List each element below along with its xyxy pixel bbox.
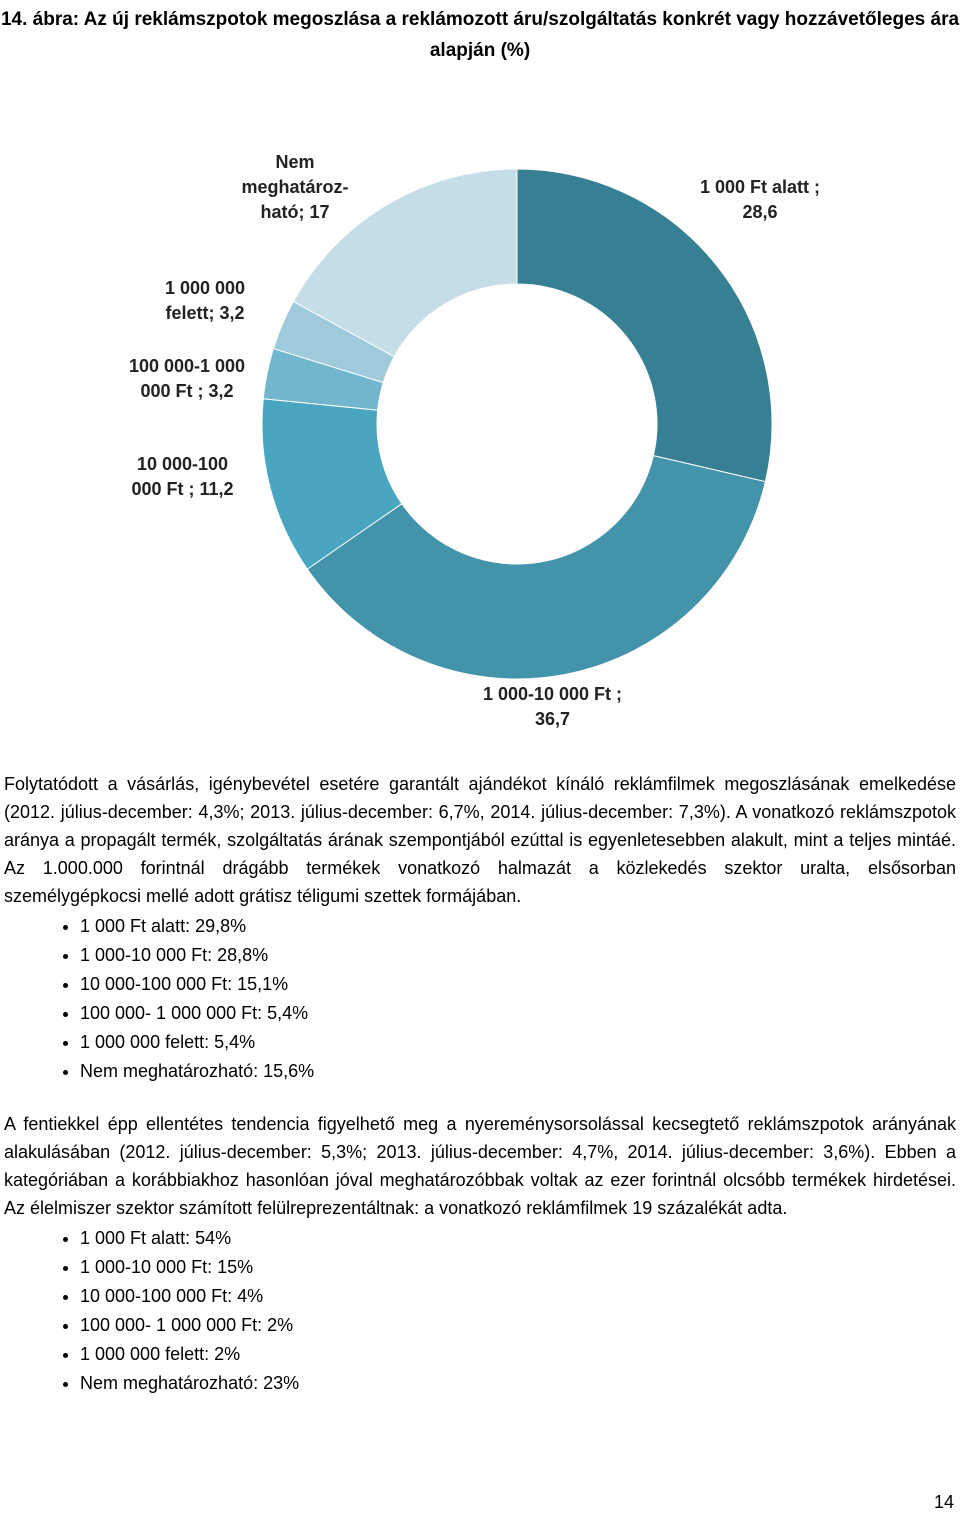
list-item: Nem meghatározható: 23% (80, 1369, 956, 1398)
paragraph: A fentiekkel épp ellentétes tendencia fi… (4, 1114, 956, 1218)
donut-slice (306, 455, 767, 680)
label-value: 3,2 (208, 381, 234, 401)
label-category: 1 000 000 felett; (164, 278, 246, 323)
label-value: 36,7 (534, 709, 571, 729)
figure-title: 14. ábra: Az új reklámszpotok megoszlása… (0, 9, 960, 61)
bullet-list: 1 000 Ft alatt: 54% 1 000-10 000 Ft: 15%… (4, 1224, 956, 1398)
label-value: 28,6 (742, 202, 778, 222)
donut-chart (261, 168, 773, 680)
label-category: 10 000-100 000 Ft ; (131, 454, 229, 499)
data-label: 100 000-1 000 000 Ft ; 3,2 (112, 354, 262, 404)
list-item: 1 000 000 felett: 5,4% (80, 1028, 956, 1057)
list-item: 10 000-100 000 Ft: 4% (80, 1282, 956, 1311)
label-value: 3,2 (219, 303, 245, 323)
data-label: Nem meghatároz-ható; 17 (225, 150, 365, 225)
label-category: Nem meghatároz-ható; (241, 152, 349, 222)
list-item: 1 000 Ft alatt: 29,8% (80, 912, 956, 941)
list-item: 1 000-10 000 Ft: 28,8% (80, 941, 956, 970)
list-item: 1 000 Ft alatt: 54% (80, 1224, 956, 1253)
label-category: 100 000-1 000 000 Ft ; (128, 356, 246, 401)
list-item: 100 000- 1 000 000 Ft: 2% (80, 1311, 956, 1340)
page-number: 14 (933, 1492, 954, 1512)
data-label: 1 000 Ft alatt ; 28,6 (680, 175, 840, 225)
list-item: 1 000 000 felett: 2% (80, 1340, 956, 1369)
data-label: 10 000-100 000 Ft ; 11,2 (125, 452, 240, 502)
donut-slice (292, 168, 518, 358)
label-value: 17 (309, 202, 330, 222)
donut-slice (516, 168, 773, 483)
list-item: Nem meghatározható: 15,6% (80, 1057, 956, 1086)
list-item: 1 000-10 000 Ft: 15% (80, 1253, 956, 1282)
data-label: 1 000 000 felett; 3,2 (150, 276, 260, 326)
label-value: 11,2 (199, 479, 234, 499)
bullet-list: 1 000 Ft alatt: 29,8% 1 000-10 000 Ft: 2… (4, 912, 956, 1086)
label-category: 1 000 Ft alatt ; (699, 177, 821, 197)
data-label: 1 000-10 000 Ft ; 36,7 (480, 682, 625, 732)
paragraph: Folytatódott a vásárlás, igénybevétel es… (4, 774, 956, 906)
list-item: 10 000-100 000 Ft: 15,1% (80, 970, 956, 999)
label-category: 1 000-10 000 Ft ; (482, 684, 623, 704)
body-text: Folytatódott a vásárlás, igénybevétel es… (4, 770, 956, 1422)
list-item: 100 000- 1 000 000 Ft: 5,4% (80, 999, 956, 1028)
